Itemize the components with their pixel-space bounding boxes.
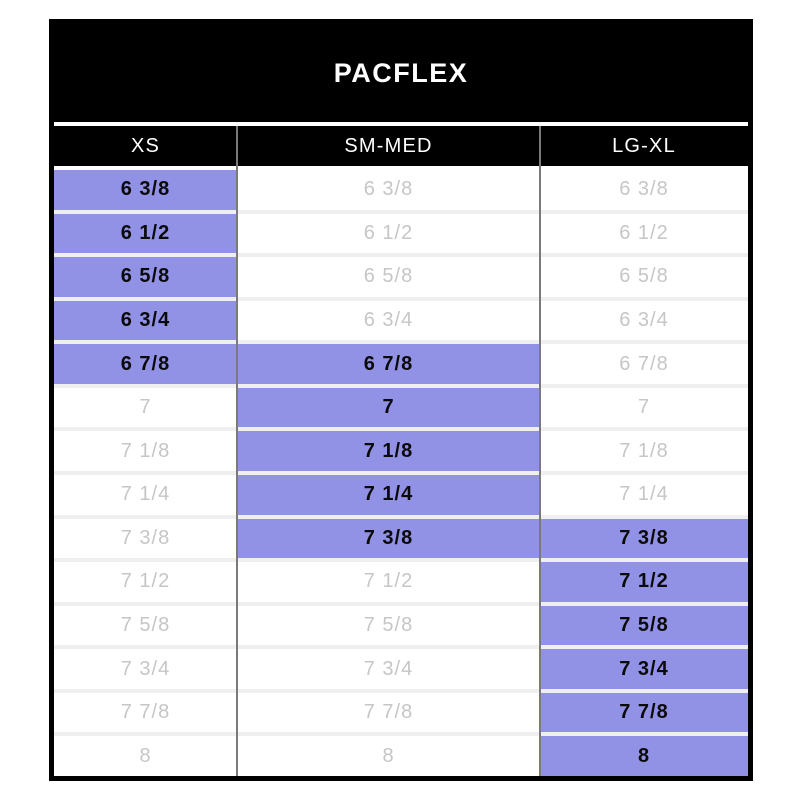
size-cell: 7 3/4 xyxy=(237,645,540,689)
size-cell: 6 1/2 xyxy=(540,209,748,254)
size-cell: 7 1/4 xyxy=(54,471,237,515)
column-header-xs: XS xyxy=(130,134,161,157)
size-cell: 6 3/4 xyxy=(540,296,748,341)
size-cell: 7 3/8 xyxy=(54,514,237,559)
pacflex-size-chart: PACFLEX XS SM-MED LG-XL 6 3/8 6 3/8 6 3/… xyxy=(49,19,753,781)
size-cell: 6 5/8 xyxy=(54,253,237,297)
column-header-sm-med: SM-MED xyxy=(344,134,433,157)
size-cell: 7 7/8 xyxy=(237,688,540,733)
size-cell: 6 3/4 xyxy=(237,296,540,341)
size-cell: 8 xyxy=(54,732,237,776)
size-cell: 7 1/2 xyxy=(237,558,540,602)
size-cell: 6 7/8 xyxy=(54,340,237,384)
size-cell: 7 1/2 xyxy=(540,558,748,602)
size-cell: 7 xyxy=(540,383,748,428)
size-cell: 6 5/8 xyxy=(540,253,748,297)
size-cell: 7 3/8 xyxy=(540,514,748,559)
size-cell: 7 xyxy=(54,383,237,428)
size-cell: 7 3/4 xyxy=(54,645,237,689)
column-header-row: XS SM-MED LG-XL xyxy=(54,126,748,166)
size-cell: 7 7/8 xyxy=(54,688,237,733)
size-cell: 7 5/8 xyxy=(54,601,237,646)
size-cell: 7 xyxy=(237,383,540,428)
size-cell: 8 xyxy=(237,732,540,776)
size-cell: 7 3/8 xyxy=(237,514,540,559)
size-cell: 7 1/8 xyxy=(54,427,237,471)
size-cell: 6 3/8 xyxy=(237,166,540,210)
title-divider xyxy=(54,122,748,126)
size-cell: 7 1/8 xyxy=(540,427,748,471)
size-table: 6 3/8 6 3/8 6 3/8 6 1/2 6 1/2 6 1/2 6 5/… xyxy=(54,166,748,776)
size-cell: 6 1/2 xyxy=(54,209,237,254)
size-cell: 6 3/8 xyxy=(540,166,748,210)
size-cell: 6 3/4 xyxy=(54,296,237,341)
size-cell: 7 1/4 xyxy=(540,471,748,515)
size-cell: 6 1/2 xyxy=(237,209,540,254)
column-divider xyxy=(539,126,541,776)
size-cell: 7 5/8 xyxy=(237,601,540,646)
size-cell: 7 5/8 xyxy=(540,601,748,646)
size-cell: 6 5/8 xyxy=(237,253,540,297)
size-cell: 6 7/8 xyxy=(237,340,540,384)
page-title: PACFLEX xyxy=(54,24,748,122)
column-divider xyxy=(236,126,238,776)
size-cell: 6 7/8 xyxy=(540,340,748,384)
column-header-lg-xl: LG-XL xyxy=(612,134,676,157)
size-cell: 8 xyxy=(540,732,748,776)
size-cell: 6 3/8 xyxy=(54,166,237,210)
size-cell: 7 3/4 xyxy=(540,645,748,689)
size-cell: 7 7/8 xyxy=(540,688,748,733)
size-cell: 7 1/4 xyxy=(237,471,540,515)
size-cell: 7 1/8 xyxy=(237,427,540,471)
size-cell: 7 1/2 xyxy=(54,558,237,602)
